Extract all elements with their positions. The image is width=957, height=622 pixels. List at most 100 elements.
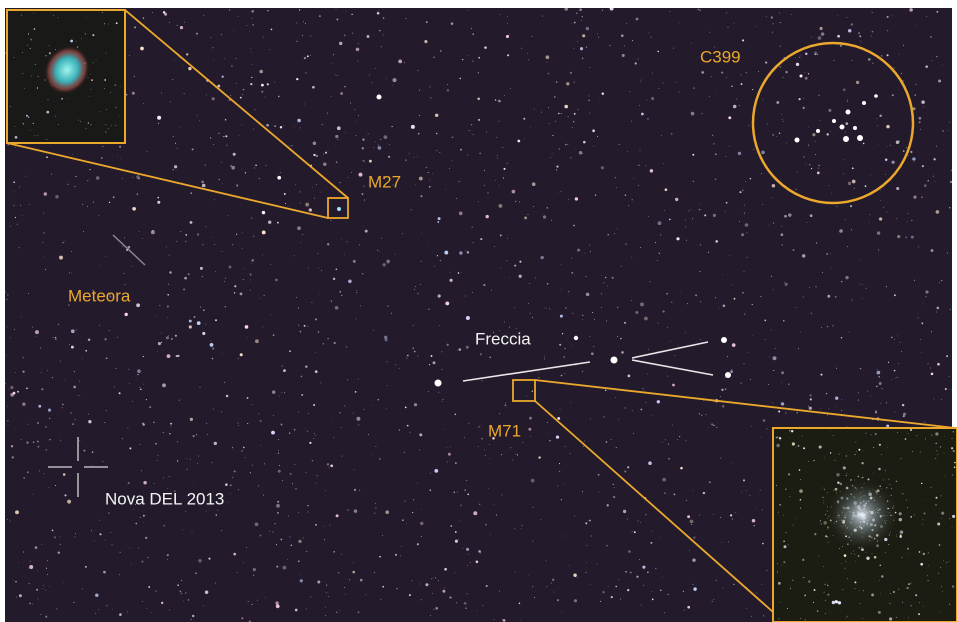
star	[344, 587, 345, 588]
star	[572, 345, 573, 346]
star	[652, 591, 653, 592]
star	[325, 152, 327, 154]
star	[556, 435, 559, 438]
star	[905, 237, 907, 239]
star	[260, 420, 262, 422]
star	[29, 565, 33, 569]
star	[923, 606, 924, 607]
star	[860, 368, 862, 370]
star	[715, 91, 716, 92]
star	[230, 484, 232, 486]
star	[762, 509, 763, 510]
star	[341, 239, 342, 240]
star	[730, 370, 733, 373]
star	[327, 338, 328, 339]
star	[918, 314, 919, 315]
star	[179, 400, 180, 401]
star	[37, 422, 39, 424]
star	[463, 548, 464, 549]
star	[352, 571, 355, 574]
star	[569, 565, 570, 566]
star	[104, 79, 106, 81]
star	[134, 26, 136, 28]
star	[649, 32, 650, 33]
star	[639, 105, 640, 106]
star	[752, 335, 753, 336]
star	[173, 169, 174, 170]
star	[371, 82, 372, 83]
star	[600, 101, 601, 102]
star	[413, 499, 414, 500]
star	[589, 520, 591, 522]
star	[641, 80, 642, 81]
star	[274, 125, 276, 127]
star	[817, 172, 820, 175]
star	[296, 297, 297, 298]
star	[275, 601, 278, 604]
star	[378, 145, 379, 146]
star	[622, 351, 623, 352]
star	[879, 376, 880, 377]
star	[186, 53, 188, 55]
star	[764, 320, 766, 322]
star	[808, 406, 809, 407]
m71-cluster	[824, 477, 900, 553]
star	[317, 253, 318, 254]
star	[438, 392, 439, 393]
star	[326, 592, 327, 593]
star	[744, 205, 745, 206]
star	[813, 602, 814, 603]
star	[224, 281, 225, 282]
star	[277, 501, 279, 503]
star	[184, 277, 187, 280]
star	[637, 58, 638, 59]
star	[468, 10, 469, 11]
star	[748, 125, 749, 126]
star	[109, 202, 110, 203]
star	[930, 36, 932, 38]
star	[732, 519, 733, 520]
star	[260, 535, 262, 537]
star	[424, 40, 427, 43]
star	[459, 212, 463, 216]
star	[305, 72, 306, 73]
star	[805, 619, 806, 620]
star	[104, 422, 105, 423]
star	[872, 553, 873, 554]
star	[564, 7, 568, 11]
star	[601, 166, 604, 169]
star	[243, 89, 244, 90]
star	[650, 281, 651, 282]
star	[472, 33, 474, 35]
star	[225, 278, 226, 279]
star	[846, 475, 847, 476]
star	[546, 560, 547, 561]
star	[257, 600, 258, 601]
star	[313, 404, 315, 406]
star	[77, 395, 78, 396]
star	[320, 383, 321, 384]
star	[73, 602, 74, 603]
star	[234, 285, 236, 287]
star	[939, 544, 941, 546]
star	[894, 412, 895, 413]
star	[258, 485, 259, 486]
star	[252, 465, 253, 466]
star	[450, 525, 452, 527]
star	[779, 619, 780, 620]
star	[305, 203, 309, 207]
star	[894, 294, 896, 296]
star	[421, 599, 422, 600]
star	[903, 413, 906, 416]
star	[455, 462, 456, 463]
star	[503, 619, 506, 622]
star	[369, 75, 370, 76]
star	[28, 293, 29, 294]
star	[845, 219, 846, 220]
star	[871, 593, 874, 596]
star	[196, 434, 197, 435]
star	[824, 489, 825, 490]
star	[354, 109, 355, 110]
star	[40, 614, 41, 615]
star	[304, 325, 306, 327]
